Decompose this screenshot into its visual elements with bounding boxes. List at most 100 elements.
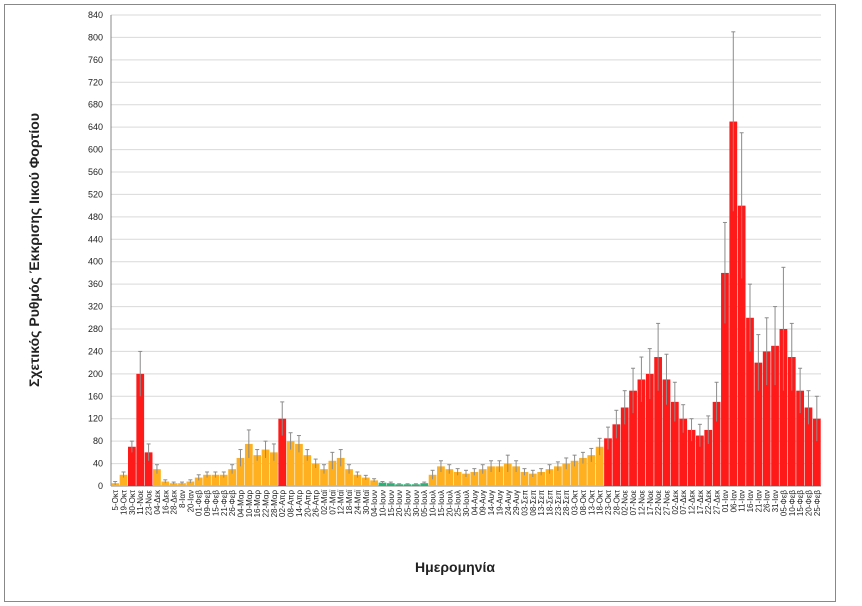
bar <box>654 357 662 486</box>
bar <box>587 455 596 486</box>
x-tick-label: 10-Μαρ <box>245 490 254 518</box>
x-tick-label: 01-Φεβ <box>195 490 204 517</box>
bar <box>412 484 420 486</box>
bar <box>662 379 671 486</box>
bar <box>278 418 287 486</box>
bar <box>345 469 353 486</box>
x-tick-label: 8-Ιαν <box>178 490 187 508</box>
x-tick-label: 18-Οκτ <box>596 489 605 515</box>
x-tick-label: 06-Ιαν <box>729 490 738 512</box>
y-tick-label: 320 <box>88 302 103 312</box>
x-tick-label: 04-Αυγ <box>470 490 479 515</box>
y-tick-label: 80 <box>93 436 103 446</box>
y-tick-label: 760 <box>88 55 103 65</box>
bar <box>203 474 211 486</box>
x-tick-label: 09-Αυγ <box>479 490 488 515</box>
x-tick-label: 30-Μαϊ <box>362 490 371 515</box>
bar <box>771 345 779 486</box>
bar <box>637 379 646 486</box>
bar <box>754 362 763 486</box>
x-tick-label: 15-Ιουλ <box>437 490 446 517</box>
bar <box>520 471 529 486</box>
x-tick-label: 27-Δεκ <box>713 489 722 514</box>
x-tick-label: 07-Δεκ <box>679 489 688 514</box>
bar <box>244 443 253 486</box>
bar <box>696 435 704 486</box>
bar <box>270 452 278 486</box>
bar <box>445 469 454 486</box>
bar <box>670 401 679 486</box>
bar-chart: 0 40 80 120 160 200 240 280 320 360 400 440 480 520 56… <box>26 10 822 575</box>
x-tick-label: 02-Νοε <box>621 490 630 516</box>
x-tick-label: 24-Μαϊ <box>353 490 362 515</box>
x-tick-label: 22-Μαρ <box>262 490 271 518</box>
y-tick-label: 480 <box>88 212 103 222</box>
bar <box>119 474 128 486</box>
x-tick-label: 20-Ιουν <box>395 490 404 517</box>
bar <box>311 463 320 486</box>
x-tick-label: 08-Απρ <box>287 490 296 517</box>
grid <box>110 14 821 487</box>
bar <box>403 484 412 486</box>
x-tick-label: 03-Οκτ <box>571 489 580 515</box>
bar <box>737 205 746 486</box>
bar <box>487 466 495 486</box>
x-tick-label: 16-Μαρ <box>253 490 262 518</box>
bar <box>136 373 145 486</box>
bar <box>428 474 437 486</box>
x-tick-label: 09-Φεβ <box>203 490 212 517</box>
y-tick-label: 200 <box>88 369 103 379</box>
bar <box>779 329 788 486</box>
x-tick-label: 03-Σεπ <box>520 490 529 516</box>
x-tick-label: 11-Ιαν <box>738 490 747 512</box>
y-axis-label: Σχετικός Ρυθμός Έκκρισης Ιικού Φορτίου <box>26 113 42 387</box>
bar <box>495 466 504 486</box>
bar <box>437 466 445 486</box>
bar <box>804 407 813 486</box>
x-tick-label: 17-Νοε <box>646 490 655 516</box>
x-tick-label: 28-Μαρ <box>270 490 279 518</box>
bar <box>762 351 771 486</box>
x-tick-label: 14-Απρ <box>295 490 304 517</box>
bar <box>186 481 195 486</box>
x-tick-label: 16-Ιαν <box>746 490 755 512</box>
bar <box>604 438 612 486</box>
y-tick-labels: 0 40 80 120 160 200 240 280 320 360 400 440 480 520 56… <box>88 10 103 491</box>
bar <box>236 457 245 486</box>
x-tick-label: 27-Νοε <box>662 490 671 516</box>
y-tick-label: 520 <box>88 189 103 199</box>
bar <box>746 317 754 486</box>
y-tick-label: 440 <box>88 234 103 244</box>
x-tick-label: 28-Οκτ <box>612 489 621 515</box>
bar <box>336 457 345 486</box>
x-tick-label: 02-Δεκ <box>671 489 680 514</box>
bar <box>420 483 429 486</box>
x-tick-label: 20-Φεβ <box>804 490 813 517</box>
bar <box>161 481 170 486</box>
x-tick-label: 31-Ιαν <box>771 490 780 512</box>
y-tick-label: 160 <box>88 391 103 401</box>
bar <box>554 466 562 486</box>
x-tick-label: 11-Νοε <box>136 490 145 515</box>
bar <box>353 474 362 486</box>
x-tick-label: 26-Απρ <box>312 490 321 517</box>
bar <box>144 452 153 486</box>
bar <box>729 121 738 487</box>
bar <box>679 418 688 486</box>
chart-frame: 0 40 80 120 160 200 240 280 320 360 400 440 480 520 56… <box>4 4 836 602</box>
x-tick-labels: 5-Οκτ 19-Οκτ 30-Οκτ 11-Νοε 23-Νοε 04-Δεκ 16-Δε… <box>111 489 822 517</box>
y-tick-label: 0 <box>98 481 103 491</box>
x-tick-label: 19-Οκτ <box>120 489 129 515</box>
bar <box>570 460 579 486</box>
x-tick-label: 22-Δεκ <box>704 489 713 514</box>
x-tick-label: 14-Αυγ <box>487 490 496 515</box>
x-tick-label: 15-Φεβ <box>211 490 220 517</box>
x-tick-label: 30-Οκτ <box>128 489 137 515</box>
x-tick-label: 05-Φεβ <box>779 490 788 517</box>
bar <box>629 390 637 486</box>
bar <box>687 429 696 486</box>
x-tick-label: 26-Φεβ <box>228 490 237 517</box>
x-tick-label: 18-Μαϊ <box>345 490 354 515</box>
x-axis-label: Ημερομηνία <box>415 559 495 575</box>
bar <box>378 482 387 486</box>
